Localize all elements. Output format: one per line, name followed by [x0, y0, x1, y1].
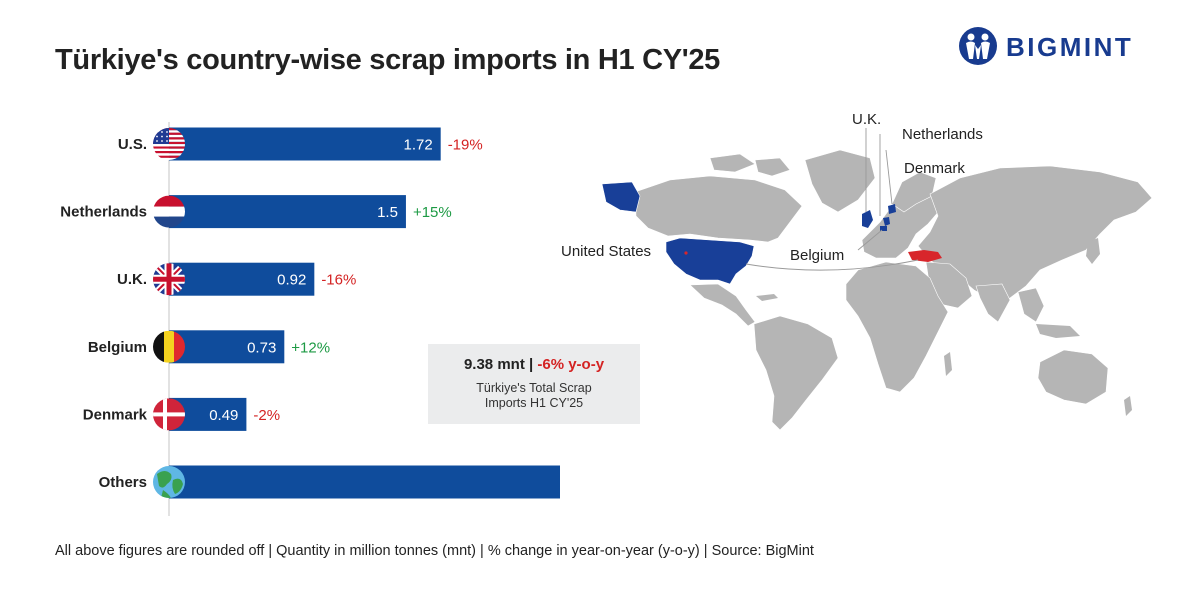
category-label: Netherlands [60, 204, 147, 221]
summary-headline: 9.38 mnt | -6% y-o-y [428, 356, 640, 373]
value-label: 0.73 [247, 339, 276, 356]
usa-flag-icon [153, 128, 185, 160]
world-map: U.K. Netherlands Denmark United States B… [561, 111, 1153, 431]
change-label: -2% [253, 407, 280, 424]
map-label-denmark: Denmark [904, 160, 965, 177]
footer-note: All above figures are rounded off | Quan… [55, 543, 814, 559]
bigmint-logo-icon [959, 27, 997, 65]
summary-total: 9.38 mnt [463, 356, 525, 373]
bar-chart: U.S. 1.72 -19% Netherlands 1.5 +15% U.K. 0.92 -1… [60, 122, 560, 516]
bar-others [169, 465, 560, 499]
total-summary-box: 9.38 mnt | -6% y-o-y Türkiye's Total Scr… [428, 344, 640, 424]
denmark-flag-icon [153, 398, 185, 431]
map-label-united-states: United States [561, 243, 651, 260]
uk-highlight [862, 210, 873, 228]
bar-u-k [169, 262, 315, 296]
map-label-netherlands: Netherlands [902, 126, 983, 143]
change-label: +12% [291, 339, 330, 356]
change-label: -19% [448, 137, 483, 154]
change-label: -16% [321, 272, 356, 289]
bigmint-logo: BIGMINT [958, 26, 1131, 66]
category-label: Denmark [83, 406, 148, 423]
category-label: Belgium [88, 339, 147, 356]
brand-name: BIGMINT [1006, 32, 1134, 62]
change-label: +15% [413, 204, 452, 221]
value-label: 0.49 [209, 407, 238, 424]
alaska-highlight [601, 181, 641, 213]
chart-title: Türkiye's country-wise scrap imports in … [55, 44, 721, 76]
summary-description-line1: Türkiye's Total Scrap [476, 381, 592, 395]
netherlands-flag-icon [153, 195, 185, 228]
turkey-highlight [908, 250, 942, 262]
usa-highlight [665, 237, 755, 285]
world-landmass [634, 149, 1153, 431]
globe-icon [153, 466, 185, 498]
denmark-highlight [888, 204, 896, 214]
bar-belgium [169, 330, 285, 364]
belgium-flag-icon [153, 330, 185, 363]
summary-description: Türkiye's Total Scrap Imports H1 CY'25 [428, 381, 640, 411]
uk-flag-icon [153, 263, 185, 296]
map-label-belgium: Belgium [790, 247, 844, 264]
category-label: Others [99, 474, 147, 491]
summary-change: -6% y-o-y [537, 356, 605, 373]
value-label: 0.92 [277, 272, 306, 289]
bar-u-s [169, 127, 441, 161]
summary-description-line2: Imports H1 CY'25 [484, 396, 584, 410]
summary-separator: | [528, 356, 534, 373]
value-label: 1.72 [403, 137, 432, 154]
usa-marker [684, 251, 688, 255]
map-label-uk: U.K. [852, 111, 881, 128]
category-label: U.K. [117, 271, 147, 288]
bar-netherlands [169, 195, 406, 229]
category-label: U.S. [118, 136, 147, 153]
value-label: 1.5 [377, 204, 398, 221]
netherlands-highlight [883, 217, 890, 226]
